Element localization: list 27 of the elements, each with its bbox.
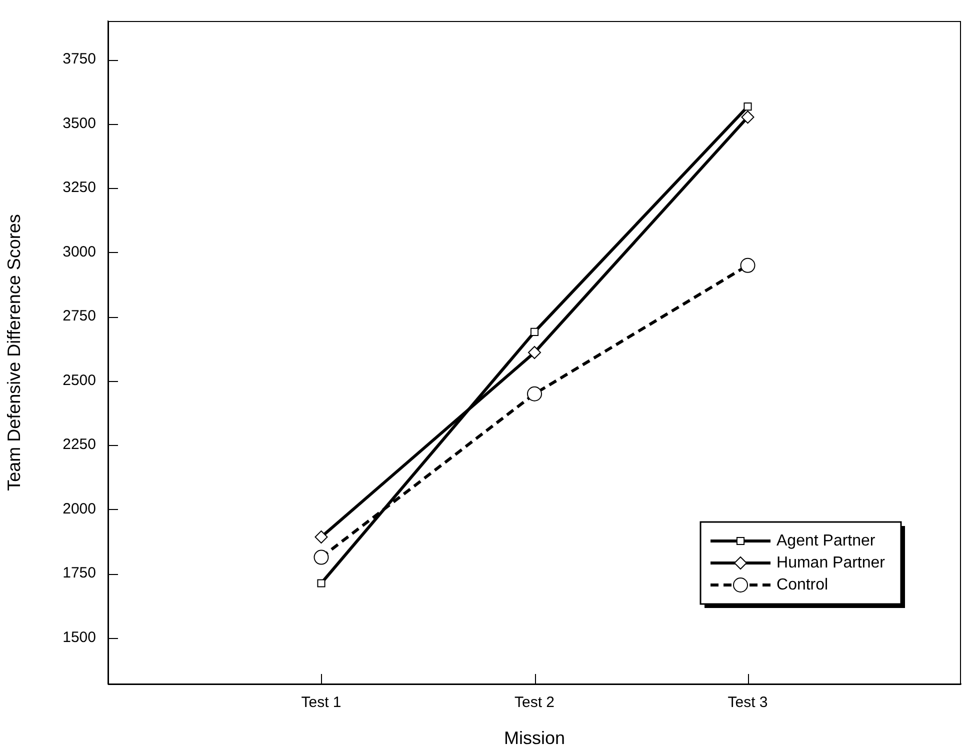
x-tick-label: Test 1 — [301, 694, 342, 712]
y-tick-label: 1750 — [62, 564, 96, 582]
point — [741, 110, 754, 124]
point — [740, 258, 756, 273]
legend-label: Agent Partner — [776, 532, 876, 550]
point — [528, 346, 541, 359]
x-tick-label: Test 3 — [728, 694, 768, 712]
y-tick-label: 1500 — [62, 628, 96, 646]
point — [314, 530, 328, 544]
legend-label: Control — [776, 576, 828, 594]
y-axis-title: Team Defensive Difference Scores — [4, 214, 24, 491]
y-tick-label: 2250 — [62, 436, 96, 454]
point — [744, 102, 752, 111]
point — [317, 579, 326, 588]
point — [527, 386, 542, 402]
y-tick-label: 3000 — [62, 243, 96, 260]
y-tick-label: 3250 — [62, 179, 96, 196]
point — [530, 328, 539, 336]
point — [314, 550, 329, 565]
y-tick-label: 3500 — [62, 114, 96, 132]
y-tick-label: 2750 — [62, 308, 96, 325]
y-tick-label: 2500 — [62, 372, 96, 389]
legend-label: Human Partner — [776, 554, 886, 572]
x-tick-label: Test 2 — [514, 694, 555, 712]
y-tick-label: 2000 — [62, 500, 96, 518]
y-tick-label: 3750 — [62, 50, 96, 68]
x-axis-title: Mission — [504, 728, 566, 748]
